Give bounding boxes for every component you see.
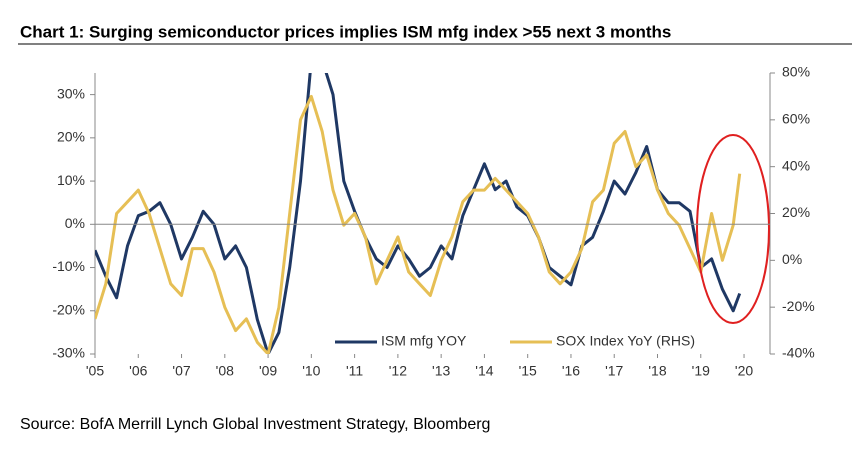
y2-tick-label: 0% bbox=[782, 251, 802, 267]
legend-label: ISM mfg YOY bbox=[381, 333, 467, 349]
y-tick-label: 0% bbox=[65, 215, 85, 231]
y2-tick-label: -20% bbox=[782, 298, 815, 314]
y2-tick-label: 80% bbox=[782, 64, 810, 80]
x-tick-label: '08 bbox=[216, 363, 234, 379]
y-tick-label: 30% bbox=[57, 85, 85, 101]
x-tick-label: '11 bbox=[346, 363, 363, 379]
x-tick-label: '18 bbox=[648, 363, 666, 379]
x-tick-label: '13 bbox=[432, 363, 450, 379]
x-tick-label: '07 bbox=[172, 363, 190, 379]
y2-tick-label: 20% bbox=[782, 204, 810, 220]
x-tick-label: '15 bbox=[519, 363, 537, 379]
x-tick-label: '14 bbox=[475, 363, 493, 379]
x-tick-label: '10 bbox=[302, 363, 320, 379]
y2-tick-label: 40% bbox=[782, 157, 810, 173]
x-tick-label: '19 bbox=[692, 363, 710, 379]
source: Source: BofA Merrill Lynch Global Invest… bbox=[20, 416, 490, 433]
legend-label: SOX Index YoY (RHS) bbox=[556, 333, 695, 349]
y2-tick-label: 60% bbox=[782, 111, 810, 127]
x-tick-label: '20 bbox=[735, 363, 753, 379]
x-tick-label: '12 bbox=[389, 363, 407, 379]
x-tick-label: '09 bbox=[259, 363, 277, 379]
y-tick-label: -10% bbox=[52, 258, 85, 274]
x-tick-label: '05 bbox=[86, 363, 104, 379]
x-tick-label: '17 bbox=[605, 363, 623, 379]
x-tick-label: '16 bbox=[562, 363, 580, 379]
y-tick-label: 20% bbox=[57, 129, 85, 145]
highlight-ellipse bbox=[696, 134, 770, 324]
chart-title: Chart 1: Surging semiconductor prices im… bbox=[20, 22, 671, 41]
y-tick-label: -30% bbox=[52, 345, 85, 361]
series-line bbox=[95, 94, 742, 354]
y-tick-label: 10% bbox=[57, 172, 85, 188]
y2-tick-label: -40% bbox=[782, 345, 815, 361]
plot-area bbox=[95, 73, 742, 354]
series-line bbox=[95, 73, 742, 354]
x-tick-label: '06 bbox=[129, 363, 147, 379]
y-tick-label: -20% bbox=[52, 301, 85, 317]
